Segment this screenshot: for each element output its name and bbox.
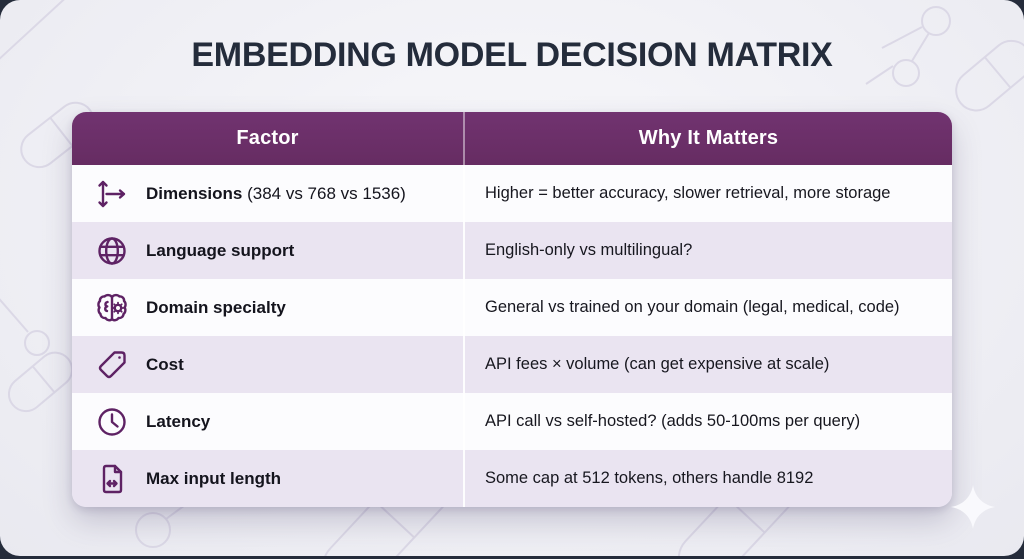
factor-name: Max input length bbox=[146, 468, 282, 488]
pill-outline-decoration bbox=[7, 351, 74, 413]
factor-label: Max input length bbox=[146, 469, 281, 489]
clock-icon bbox=[94, 404, 130, 440]
table-row: Dimensions (384 vs 768 vs 1536) Higher = … bbox=[72, 165, 952, 222]
why-it-matters-cell: API call vs self-hosted? (adds 50-100ms … bbox=[485, 412, 861, 431]
price-tag-icon bbox=[94, 347, 130, 383]
decision-matrix-table: Factor Why It Matters Dimensions (384 vs… bbox=[72, 112, 952, 507]
why-it-matters-cell: Some cap at 512 tokens, others handle 81… bbox=[485, 469, 814, 488]
table-row: Max input length Some cap at 512 tokens, … bbox=[72, 450, 952, 507]
node-link-decoration bbox=[0, 298, 50, 356]
why-it-matters-cell: Higher = better accuracy, slower retriev… bbox=[485, 184, 891, 203]
why-it-matters-cell: General vs trained on your domain (legal… bbox=[485, 298, 900, 317]
factor-label: Latency bbox=[146, 412, 210, 432]
column-header-why: Why It Matters bbox=[638, 127, 779, 149]
table-row: Domain specialty General vs trained on yo… bbox=[72, 279, 952, 336]
factor-label: Dimensions (384 vs 768 vs 1536) bbox=[146, 184, 406, 204]
table-body: Dimensions (384 vs 768 vs 1536) Higher = … bbox=[72, 165, 952, 507]
factor-cell: Max input length bbox=[72, 450, 465, 507]
factor-detail: (384 vs 768 vs 1536) bbox=[242, 183, 406, 203]
why-it-matters-cell: API fees × volume (can get expensive at … bbox=[485, 355, 830, 374]
factor-name: Dimensions bbox=[146, 183, 243, 203]
why-it-matters-cell: English-only vs multilingual? bbox=[485, 241, 693, 260]
factor-cell: Domain specialty bbox=[72, 279, 465, 336]
table-row: Cost API fees × volume (can get expensive… bbox=[72, 336, 952, 393]
sparkle-icon bbox=[951, 485, 995, 529]
factor-label: Cost bbox=[146, 355, 184, 375]
table-row: Latency API call vs self-hosted? (adds 50… bbox=[72, 393, 952, 450]
table-header-row: Factor Why It Matters bbox=[72, 112, 952, 165]
globe-icon bbox=[94, 233, 130, 269]
factor-cell: Language support bbox=[72, 222, 465, 279]
factor-name: Language support bbox=[146, 240, 295, 260]
factor-name: Domain specialty bbox=[146, 297, 286, 317]
factor-name: Cost bbox=[146, 354, 184, 374]
brain-gear-icon bbox=[94, 290, 130, 326]
factor-cell: Latency bbox=[72, 393, 465, 450]
factor-cell: Cost bbox=[72, 336, 465, 393]
column-header-factor: Factor bbox=[72, 112, 465, 165]
document-width-icon bbox=[94, 461, 130, 497]
page-title: EMBEDDING MODEL DECISION MATRIX bbox=[191, 36, 833, 74]
dimensions-arrows-icon bbox=[94, 176, 130, 212]
table-row: Language support English-only vs multilin… bbox=[72, 222, 952, 279]
factor-label: Language support bbox=[146, 241, 294, 261]
factor-name: Latency bbox=[146, 411, 211, 431]
factor-label: Domain specialty bbox=[146, 298, 286, 318]
factor-cell: Dimensions (384 vs 768 vs 1536) bbox=[72, 165, 465, 222]
